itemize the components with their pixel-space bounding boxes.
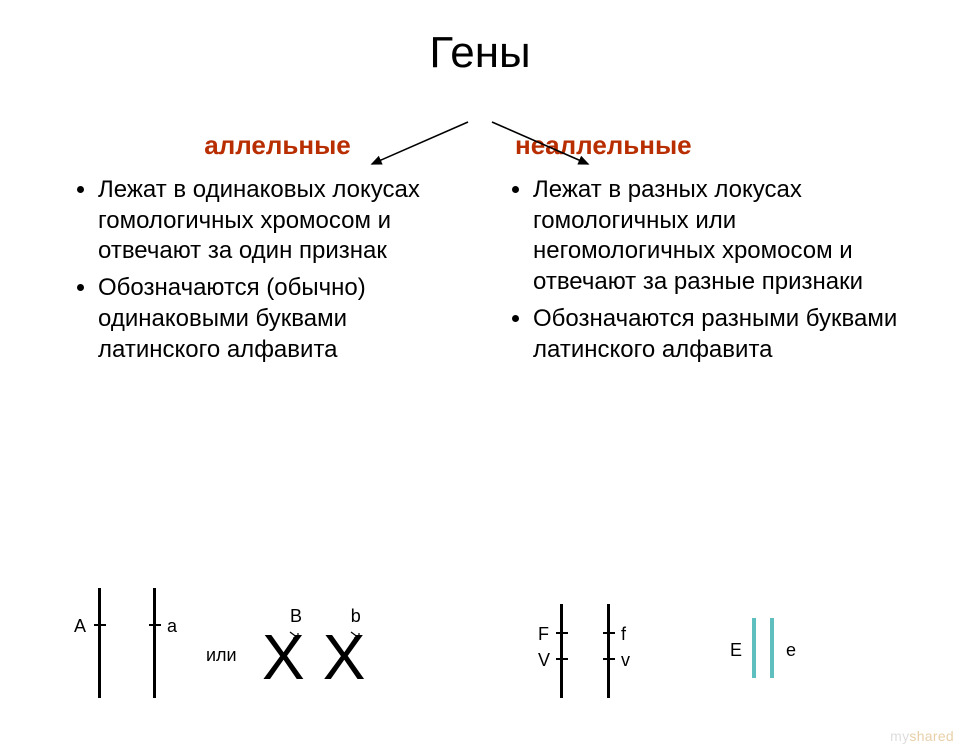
tick-f <box>603 632 615 634</box>
label-e: e <box>786 640 796 661</box>
tick-v <box>603 658 615 660</box>
bar-a: а <box>153 588 156 698</box>
watermark: myshared <box>890 728 954 744</box>
label-E: E <box>730 640 742 661</box>
label-v: v <box>621 650 630 671</box>
page-title: Гены <box>0 28 960 78</box>
label-or: или <box>206 645 237 666</box>
bullets-allelic: Лежат в одинаковых локусах гомологичных … <box>78 175 475 365</box>
tick-V <box>556 658 568 660</box>
label-V: V <box>538 650 550 671</box>
bullet-item: Обозначаются разными буквами латинского … <box>533 304 910 365</box>
pair-Aa: A а <box>98 588 156 698</box>
label-B: B <box>290 606 302 627</box>
pair-Ee: E e <box>752 618 774 678</box>
tick-A <box>94 624 106 626</box>
pair-XX-Bb: X B X b <box>262 620 365 694</box>
tick-F <box>556 632 568 634</box>
bullet-item: Обозначаются (обычно) одинаковыми буквам… <box>98 273 475 365</box>
label-a: а <box>167 616 177 637</box>
bar-e <box>770 618 774 678</box>
tick-a <box>149 624 161 626</box>
bar-E <box>752 618 756 678</box>
bullet-item: Лежат в разных локусах гомологичных или … <box>533 175 910 298</box>
bullet-item: Лежат в одинаковых локусах гомологичных … <box>98 175 475 267</box>
chromosome-diagrams: A а или X B X b F V f v <box>0 548 960 708</box>
label-f: f <box>621 624 626 645</box>
x-chrom-B: X B <box>262 620 305 694</box>
bullets-nonallelic: Лежат в разных локусах гомологичных или … <box>513 175 910 365</box>
x-chrom-b: X b <box>323 620 366 694</box>
label-F: F <box>538 624 549 645</box>
label-b: b <box>351 606 361 627</box>
title-arrows <box>350 118 610 174</box>
bar-fv: f v <box>607 604 610 698</box>
bar-FV: F V <box>560 604 563 698</box>
label-A: A <box>74 616 86 637</box>
pair-FVfv: F V f v <box>560 604 610 698</box>
bar-A: A <box>98 588 101 698</box>
